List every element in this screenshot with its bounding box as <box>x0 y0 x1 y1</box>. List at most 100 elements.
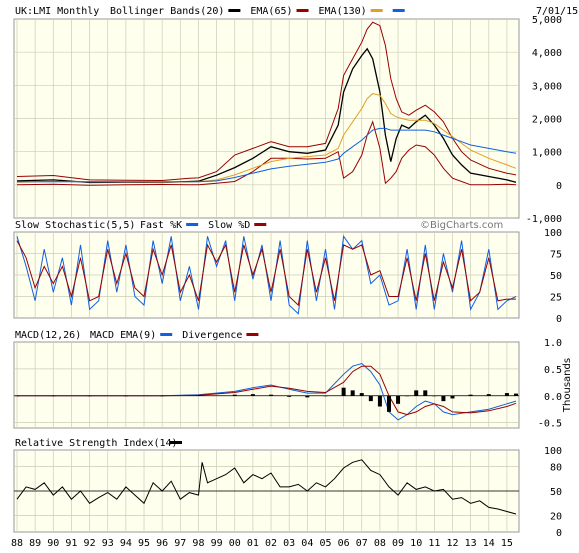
x-tick-label: 13 <box>465 538 477 549</box>
legend-label: Bollinger Bands(20) <box>110 6 224 17</box>
x-tick-label: 01 <box>247 538 259 549</box>
divergence-bar <box>323 395 328 397</box>
legend-label: MACD EMA(9) <box>90 330 156 341</box>
rsi-series-group <box>16 459 517 515</box>
y-tick-label: 0 <box>556 528 562 539</box>
y-tick-label: 1,000 <box>532 148 562 159</box>
series-line-slow-d <box>16 240 516 307</box>
x-tick-label: 95 <box>138 538 150 549</box>
legend-swatch <box>160 333 173 336</box>
x-tick-label: 11 <box>428 538 440 549</box>
date-label: 7/01/15 <box>536 6 578 17</box>
x-tick-label: 04 <box>301 538 313 549</box>
stochastic-series-group <box>16 234 517 315</box>
x-tick-label: 99 <box>211 538 223 549</box>
y-tick-label: 80 <box>550 462 562 473</box>
divergence-bar <box>287 395 292 397</box>
x-tick-label: 15 <box>501 538 513 549</box>
x-tick-label: 91 <box>65 538 77 549</box>
macd-series-group <box>15 362 518 421</box>
legend-swatch <box>246 333 259 336</box>
x-tick-label: 89 <box>29 538 41 549</box>
divergence-bar <box>51 395 56 397</box>
price-y-ticks: 5,000 4,000 3,000 2,000 1,000 0 -1,000 <box>526 15 562 225</box>
legend-swatch <box>254 223 267 226</box>
price-series-group <box>16 21 517 186</box>
series-line-price <box>16 47 517 184</box>
series-line-macd-ema-9- <box>17 365 517 416</box>
divergence-bar <box>250 394 255 396</box>
divergence-bar <box>160 395 165 397</box>
y-tick-label: 0 <box>556 181 562 192</box>
divergence-bar <box>432 395 437 397</box>
divergence-bar <box>269 394 274 396</box>
divergence-bar <box>396 395 401 404</box>
y-tick-label: 4,000 <box>532 48 562 59</box>
y-tick-label: -1,000 <box>526 214 562 225</box>
stochastic-grid <box>14 232 519 318</box>
divergence-bar <box>196 395 201 396</box>
divergence-bar <box>468 394 473 396</box>
divergence-bar <box>123 395 128 397</box>
macd-legend: MACD EMA(9) Divergence <box>90 330 259 341</box>
macd-panel: 1.0 0.5 0.0 -0.5 MACD(12,26) MACD EMA(9) Div… <box>13 330 573 430</box>
x-tick-label: 97 <box>174 538 186 549</box>
x-tick-label: 98 <box>192 538 204 549</box>
x-tick-label: 02 <box>265 538 277 549</box>
y-tick-label: 100 <box>544 228 562 239</box>
y-tick-label: 50 <box>550 487 562 498</box>
price-panel: 5,000 4,000 3,000 2,000 1,000 0 -1,000 UK:LMI … <box>13 6 578 225</box>
legend-swatch <box>186 223 199 226</box>
y-tick-label: 75 <box>550 250 562 261</box>
x-tick-label: 93 <box>102 538 114 549</box>
legend-swatch <box>170 441 182 444</box>
divergence-bar <box>368 395 373 402</box>
x-tick-label: 96 <box>156 538 168 549</box>
y-tick-label: -0.5 <box>538 419 562 430</box>
y-tick-label: 50 <box>550 271 562 282</box>
y-tick-label: 0.0 <box>544 392 562 403</box>
x-tick-label: 05 <box>319 538 331 549</box>
divergence-bar <box>15 395 19 397</box>
x-tick-label: 94 <box>120 538 132 549</box>
divergence-bar <box>359 393 364 396</box>
macd-ylabel: Thousands <box>562 358 573 413</box>
y-tick-label: 25 <box>550 293 562 304</box>
x-tick-label: 14 <box>483 538 495 549</box>
legend-swatch <box>392 9 405 12</box>
y-tick-label: 0.5 <box>544 365 562 376</box>
legend-swatch <box>296 9 309 12</box>
legend-swatch <box>370 9 383 12</box>
divergence-bar <box>486 394 491 396</box>
x-tick-label: 06 <box>338 538 350 549</box>
divergence-bar <box>450 395 455 399</box>
x-tick-label: 90 <box>47 538 59 549</box>
divergence-bar <box>441 395 446 402</box>
x-tick-label: 00 <box>229 538 241 549</box>
x-axis-ticks: 88 89 90 91 92 93 94 95 96 97 98 99 00 01 02 03 04 05 06 07… <box>11 538 513 549</box>
divergence-bar <box>305 395 310 398</box>
rsi-grid <box>14 450 519 532</box>
stochastic-y-ticks: 100 75 50 25 0 <box>544 228 562 325</box>
series-line-bollinger-upper <box>16 21 517 182</box>
y-tick-label: 2,000 <box>532 115 562 126</box>
rsi-legend <box>170 441 182 444</box>
divergence-bar <box>405 395 410 397</box>
price-legend: Bollinger Bands(20) EMA(65) EMA(130) <box>110 6 405 17</box>
series-line-rsi <box>16 459 517 515</box>
x-tick-label: 12 <box>446 538 458 549</box>
x-tick-label: 92 <box>84 538 96 549</box>
y-tick-label: 100 <box>544 446 562 457</box>
rsi-title: Relative Strength Index(14) <box>15 438 178 449</box>
y-tick-label: 0 <box>556 314 562 325</box>
divergence-bar <box>386 395 391 412</box>
y-tick-label: 1.0 <box>544 338 562 349</box>
divergence-bar <box>232 394 237 396</box>
x-tick-label: 08 <box>374 538 386 549</box>
stochastic-panel: 100 75 50 25 0 Slow Stochastic(5,5) Fast %K S… <box>13 220 562 325</box>
x-tick-label: 03 <box>283 538 295 549</box>
y-tick-label: 3,000 <box>532 81 562 92</box>
stochastic-title: Slow Stochastic(5,5) <box>15 220 135 231</box>
